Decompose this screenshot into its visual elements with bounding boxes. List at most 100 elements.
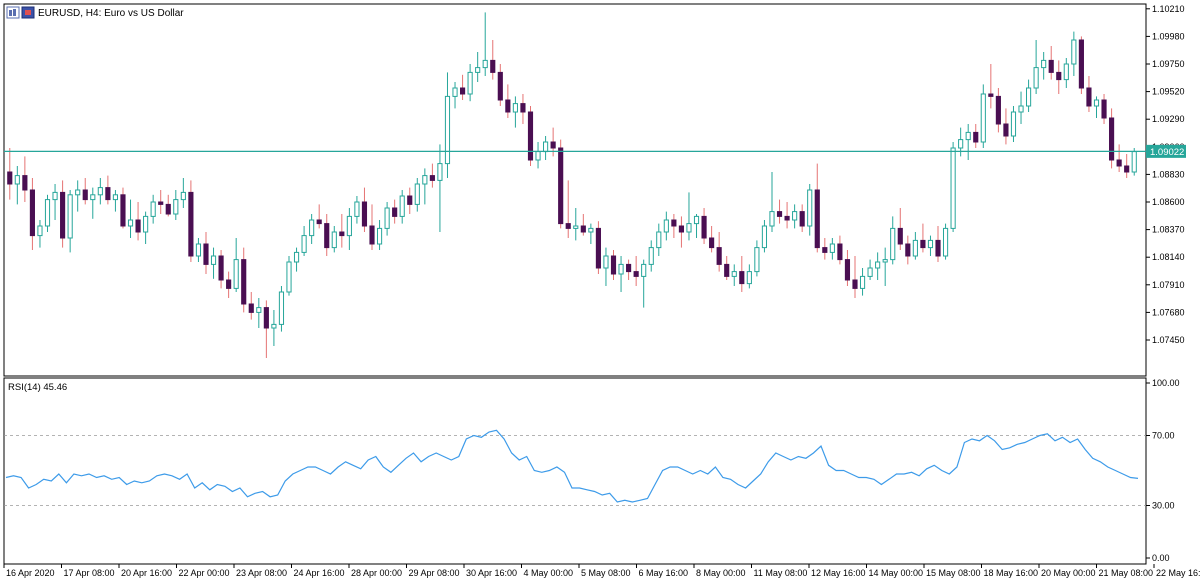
candle: [724, 256, 730, 280]
candle-body-bull: [143, 215, 149, 233]
candle: [897, 208, 903, 250]
candle-body-bull: [444, 95, 451, 165]
candle-body-bull: [769, 211, 775, 227]
candle: [829, 238, 835, 260]
price-ytick-label: 1.09290: [1152, 114, 1185, 124]
candle: [301, 226, 307, 256]
candle-body-bear: [105, 187, 111, 201]
candle: [324, 214, 330, 256]
x-tick-label: 22 May 16:00: [1156, 568, 1200, 578]
candle-body-bull: [90, 194, 96, 201]
candle: [309, 214, 315, 244]
candle-body-bull: [301, 235, 307, 253]
candle: [950, 142, 956, 232]
candle: [316, 204, 322, 229]
candle-body-bull: [942, 227, 949, 257]
candle-body-bull: [180, 191, 186, 201]
candle: [565, 180, 571, 238]
candle: [195, 238, 202, 262]
candle: [331, 226, 337, 253]
x-tick-label: 12 May 16:00: [811, 568, 866, 578]
candle-body-bull: [663, 219, 669, 233]
candle: [150, 194, 156, 224]
candle-body-bull: [75, 189, 81, 196]
candle: [656, 223, 662, 256]
candle-body-bull: [859, 275, 866, 289]
candle: [731, 264, 737, 286]
candle-body-bear: [22, 175, 28, 191]
candle-body-bull: [233, 259, 239, 289]
candle-body-bull: [535, 151, 541, 161]
candle-body-bull: [543, 141, 549, 153]
candle-body-bear: [165, 203, 171, 215]
candle-body-bull: [482, 59, 488, 69]
candle: [1033, 40, 1039, 94]
candle: [648, 240, 654, 272]
candle: [1086, 76, 1092, 112]
price-ytick-label: 1.07680: [1152, 307, 1185, 317]
candle: [444, 72, 451, 178]
candle: [822, 238, 828, 260]
candle-body-bull: [1041, 59, 1047, 69]
candle-body-bear: [671, 219, 677, 227]
candle-body-bull: [309, 219, 315, 237]
candle-body-bear: [550, 141, 556, 149]
candle: [241, 247, 247, 313]
candle-body-bear: [626, 263, 632, 273]
candle-body-bear: [369, 225, 375, 245]
candle-body-bear: [558, 147, 564, 225]
candle-body-bear: [407, 195, 413, 205]
candle-body-bull: [1131, 151, 1137, 173]
candle: [188, 180, 194, 262]
candle-body-bull: [376, 227, 383, 245]
candle-body-bear: [1056, 71, 1062, 81]
candle: [90, 187, 96, 219]
candle: [293, 247, 300, 272]
candle-body-bull: [331, 231, 337, 249]
candle-body-bear: [1078, 39, 1084, 89]
candle: [588, 223, 594, 244]
candle: [912, 232, 918, 260]
candle: [7, 148, 13, 200]
candle-body-bear: [1109, 117, 1115, 161]
candle-body-bull: [52, 191, 58, 201]
candle: [120, 187, 126, 229]
candle: [852, 256, 858, 298]
candle-body-bear: [263, 307, 269, 329]
candle-body-bull: [195, 243, 202, 257]
price-ytick-label: 1.08830: [1152, 169, 1185, 179]
candle-body-bull: [927, 239, 934, 249]
candle: [746, 264, 752, 289]
candle: [218, 250, 224, 289]
candle-body-bear: [633, 271, 639, 277]
rsi-ytick-label: 100.00: [1152, 378, 1180, 388]
candle-body-bull: [829, 243, 835, 253]
candle-body-bull: [867, 267, 873, 277]
candle: [527, 106, 534, 166]
price-ytick-label: 1.10210: [1152, 4, 1185, 14]
x-tick-label: 20 May 00:00: [1041, 568, 1096, 578]
candle: [1056, 60, 1062, 94]
candle-body-bull: [890, 227, 896, 261]
candle-body-bear: [497, 71, 503, 101]
candle: [263, 300, 269, 358]
candle-body-bull: [1018, 105, 1024, 113]
candle: [769, 172, 775, 232]
x-tick-label: 30 Apr 16:00: [466, 568, 517, 578]
candle: [392, 199, 398, 224]
candle-body-bull: [573, 225, 579, 229]
candle-body-bull: [67, 194, 73, 239]
candle: [233, 238, 239, 292]
candle-body-bear: [429, 175, 435, 181]
candle-body-bull: [882, 259, 888, 263]
current-price-badge: [1146, 144, 1186, 158]
rsi-panel: [3, 377, 1147, 565]
candle-body-bear: [995, 95, 1001, 125]
candle: [618, 256, 624, 292]
candle-body-bear: [188, 191, 194, 257]
candle-body-bear: [527, 111, 534, 161]
candle: [361, 187, 368, 232]
price-ytick-label: 1.09980: [1152, 31, 1185, 41]
candle: [422, 168, 428, 205]
